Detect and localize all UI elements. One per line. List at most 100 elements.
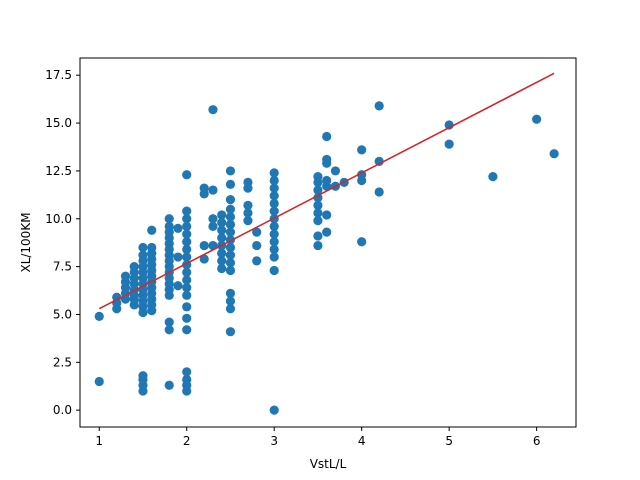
data-point: [225, 288, 236, 299]
y-tick-label: 7.5: [53, 260, 72, 274]
data-point: [217, 256, 227, 266]
data-point: [313, 185, 323, 195]
data-point: [549, 149, 559, 159]
data-point: [182, 229, 192, 239]
data-point: [269, 405, 279, 415]
data-point: [374, 187, 384, 197]
x-axis-label: VstL/L: [310, 457, 347, 471]
data-point: [374, 101, 384, 111]
data-point: [444, 139, 454, 149]
data-point: [173, 281, 183, 291]
data-point: [269, 265, 279, 276]
data-point: [182, 244, 192, 254]
y-tick-label: 12.5: [45, 164, 72, 178]
y-tick-label: 15.0: [45, 116, 72, 130]
data-point: [138, 242, 148, 253]
y-tick-label: 17.5: [45, 68, 72, 82]
data-point: [182, 214, 192, 224]
data-point: [225, 179, 236, 189]
data-point: [313, 240, 323, 251]
data-point: [252, 240, 262, 251]
data-point: [217, 218, 227, 228]
data-point: [217, 248, 227, 258]
data-point: [313, 208, 323, 218]
data-point: [269, 198, 279, 209]
y-tick-label: 0.0: [53, 403, 72, 417]
data-point: [225, 265, 236, 276]
data-point: [225, 250, 236, 260]
data-point: [252, 256, 262, 266]
y-tick-label: 10.0: [45, 212, 72, 226]
data-point: [313, 193, 323, 203]
data-point: [208, 214, 218, 224]
data-point: [313, 231, 323, 241]
x-tick-label: 2: [183, 434, 191, 448]
data-point: [269, 229, 279, 239]
data-point: [269, 221, 279, 232]
data-point: [269, 175, 279, 186]
data-point: [182, 275, 192, 285]
data-point: [138, 250, 148, 260]
data-point: [225, 304, 236, 314]
data-point: [225, 219, 236, 230]
data-point: [357, 145, 367, 155]
data-point: [322, 175, 332, 186]
data-point: [357, 237, 367, 247]
data-point: [217, 225, 227, 235]
data-point: [182, 290, 192, 300]
data-point: [199, 183, 209, 193]
data-point: [147, 225, 157, 235]
data-point: [313, 216, 323, 226]
data-point: [120, 271, 131, 281]
data-point: [269, 252, 279, 262]
data-point: [225, 204, 236, 214]
data-point: [217, 263, 227, 274]
data-point: [374, 156, 384, 166]
y-tick-label: 5.0: [53, 307, 72, 321]
data-point: [138, 371, 148, 381]
data-point: [243, 208, 253, 218]
data-point: [182, 252, 192, 262]
x-axis-ticks: 1 2 3 4 5 6: [95, 427, 540, 448]
x-tick-label: 4: [358, 434, 366, 448]
fit-line: [98, 72, 555, 310]
data-point: [252, 227, 262, 237]
x-tick-label: 5: [445, 434, 453, 448]
data-point: [182, 313, 192, 323]
data-point: [182, 267, 192, 277]
data-point: [225, 227, 236, 237]
data-point: [225, 166, 236, 176]
data-point: [269, 191, 279, 201]
plot-frame: [79, 57, 577, 428]
data-point: [208, 185, 218, 195]
data-point: [313, 172, 323, 182]
y-tick-label: 2.5: [53, 355, 72, 369]
data-point: [243, 200, 253, 210]
data-point: [182, 221, 192, 232]
data-point: [182, 374, 192, 385]
data-point: [243, 177, 253, 187]
data-point: [225, 327, 236, 337]
points-layer: [94, 101, 559, 415]
data-point: [322, 210, 332, 220]
fit-line-layer: [98, 72, 555, 310]
data-point: [322, 131, 332, 142]
data-point: [322, 154, 332, 165]
data-point: [225, 212, 236, 222]
data-point: [217, 210, 227, 220]
y-axis-label: XL/100KM: [19, 212, 33, 272]
data-point: [182, 283, 192, 293]
data-point: [182, 367, 192, 377]
data-point: [225, 258, 236, 268]
data-point: [225, 242, 236, 253]
x-tick-label: 6: [533, 434, 541, 448]
x-tick-label: 1: [95, 434, 103, 448]
data-point: [112, 292, 122, 302]
data-point: [199, 240, 209, 251]
data-point: [164, 221, 174, 232]
data-point: [182, 206, 192, 216]
data-point: [94, 311, 104, 321]
data-point: [243, 216, 253, 226]
data-point: [182, 237, 192, 247]
